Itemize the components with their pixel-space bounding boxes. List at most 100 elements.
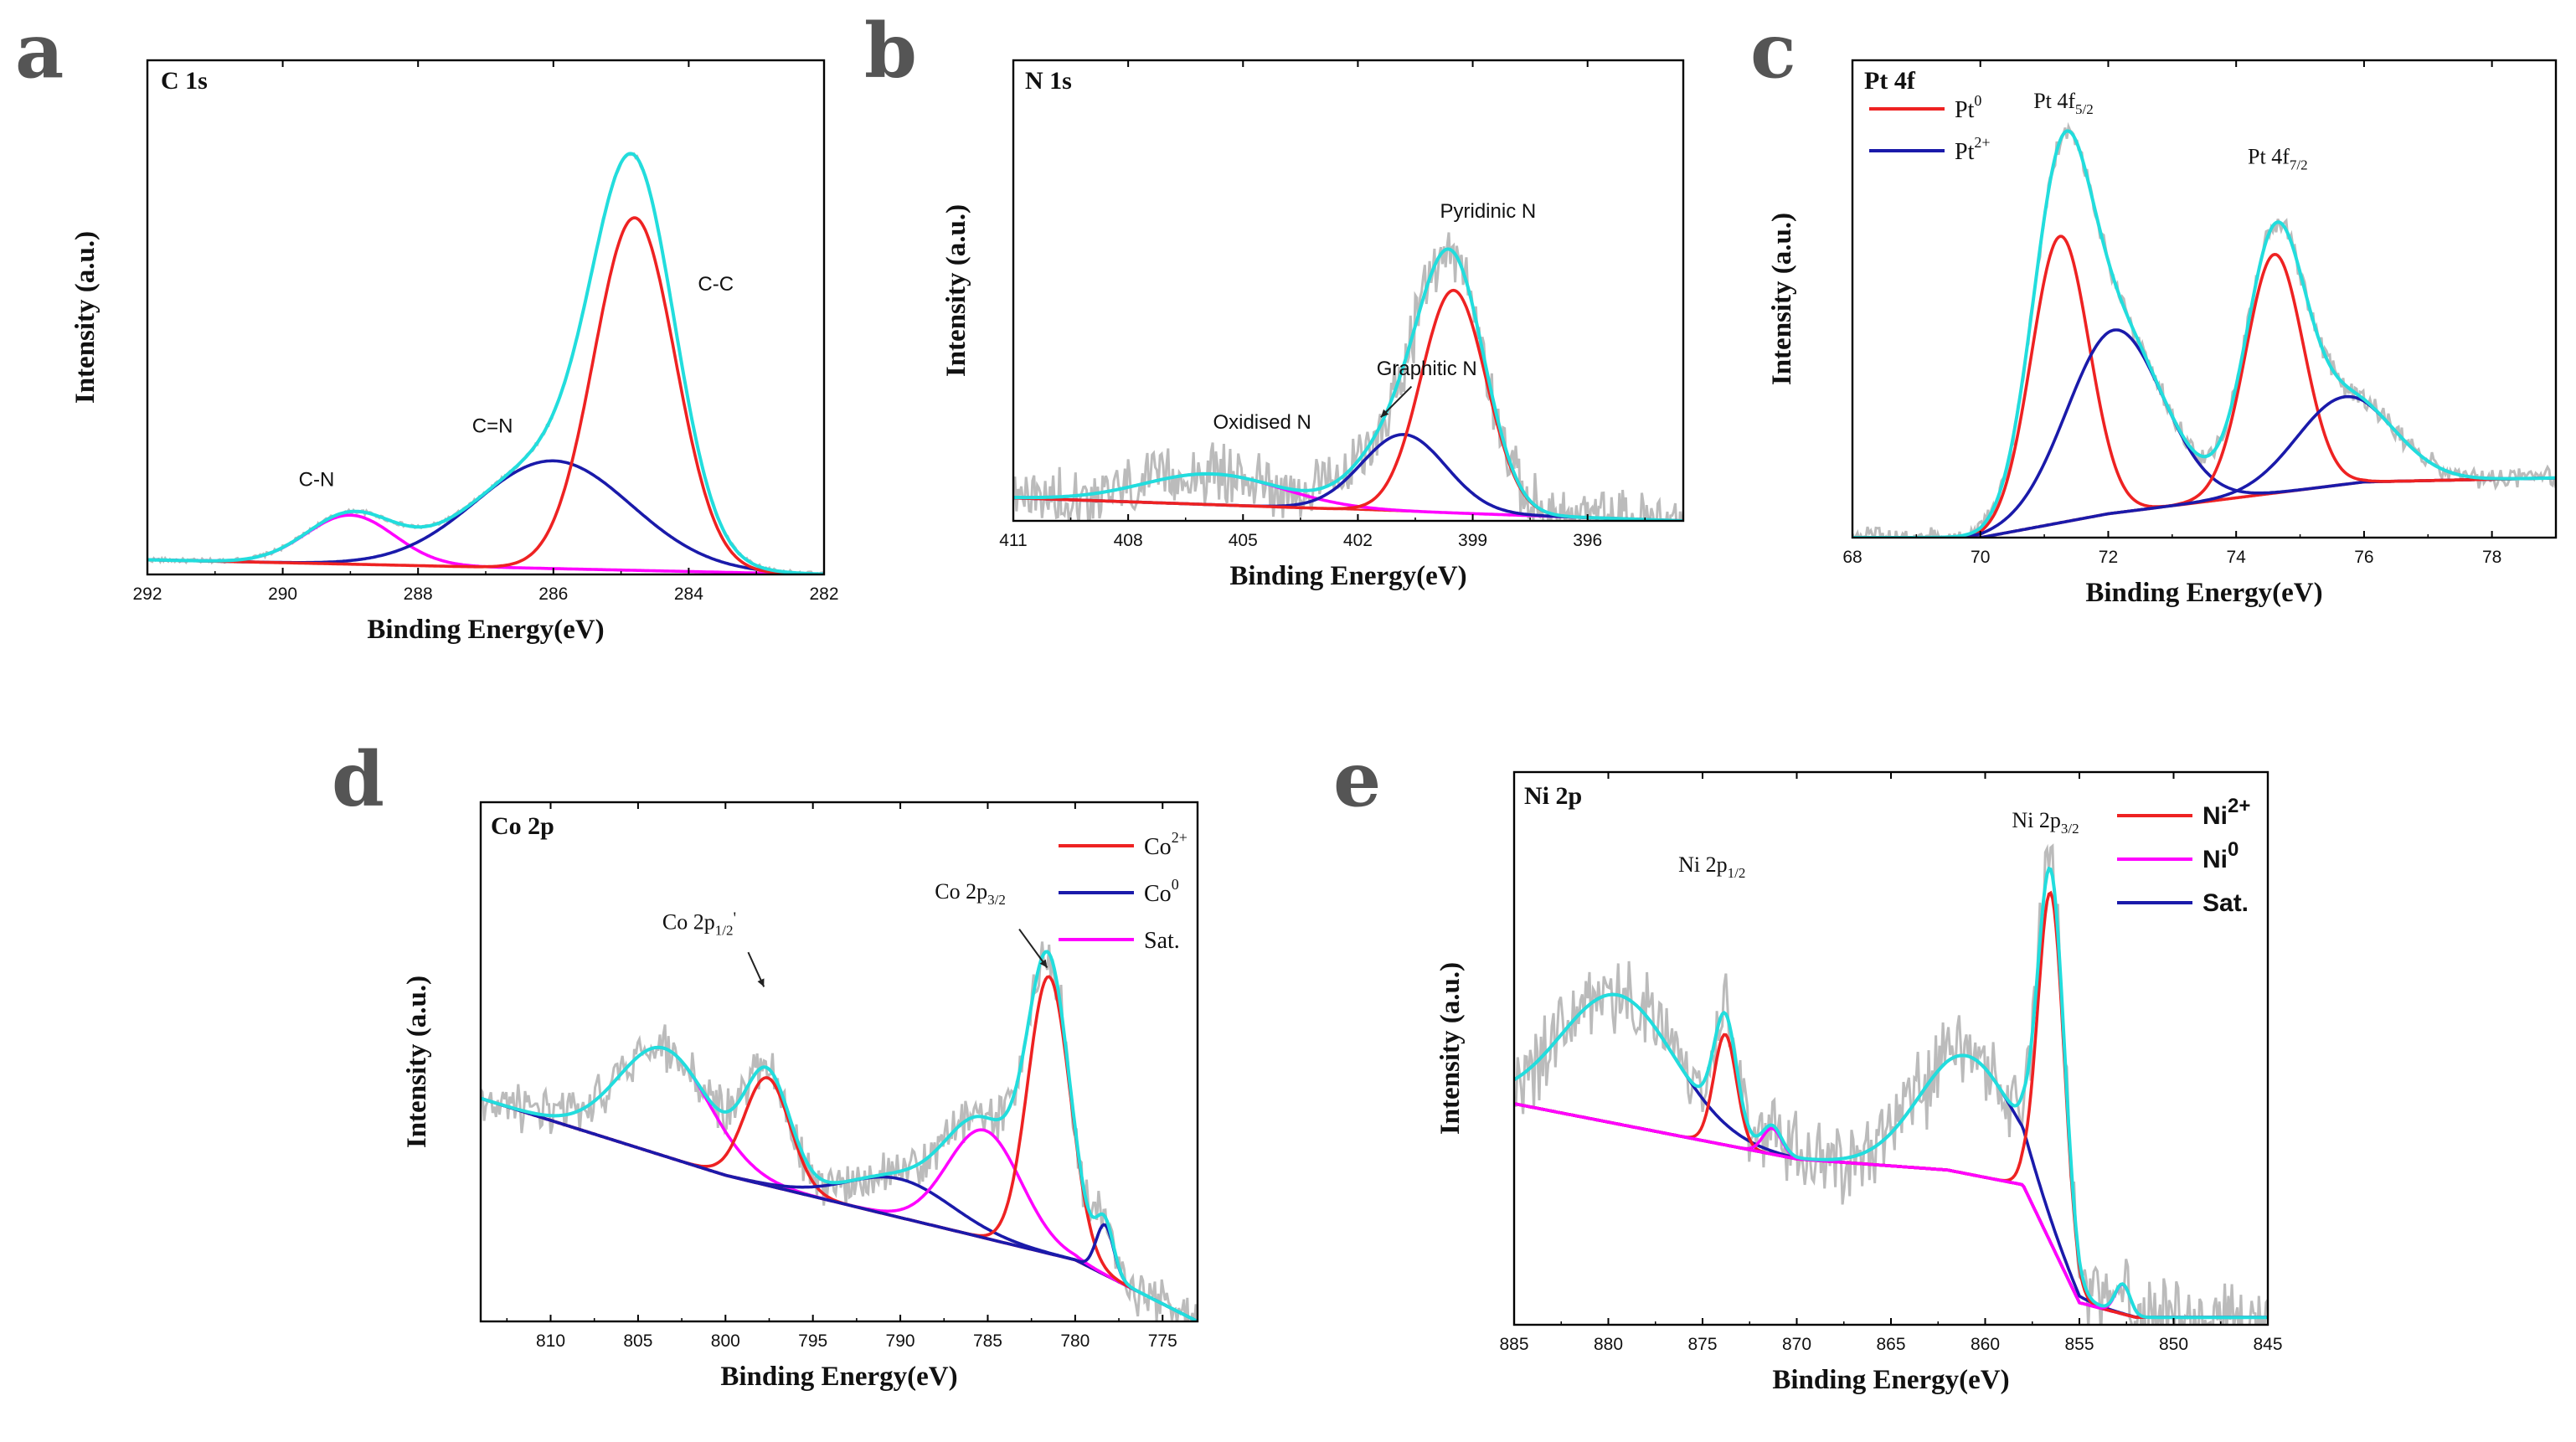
peak-annotation-sub: 3/2 <box>987 892 1006 908</box>
peak-annotation-suffix: ' <box>733 909 736 928</box>
component-pt2--series <box>1852 328 2556 538</box>
y-axis-label: Intensity (a.u.) <box>1767 213 1797 385</box>
x-tick-label: 850 <box>2159 1335 2188 1354</box>
legend-label-sup: 0 <box>1974 92 1981 109</box>
x-axis-label: Binding Energy(eV) <box>367 615 604 645</box>
legend-label: Pt2+ <box>1955 134 1991 165</box>
component-pt0-series <box>1852 252 2556 538</box>
envelope-series <box>1514 866 2268 1320</box>
legend-label-sup: 0 <box>1172 876 1179 893</box>
x-tick-label: 860 <box>1971 1335 2000 1354</box>
panel-title: N 1s <box>1025 67 1072 95</box>
x-tick-label: 288 <box>404 585 433 604</box>
panel-c-pt4f: c 68 70 72 74 76 78 Binding Energy(eV) Intensity… <box>1750 7 2558 608</box>
x-tick-label: 790 <box>886 1331 915 1351</box>
y-axis-label: Intensity (a.u.) <box>1435 962 1466 1135</box>
peak-annotation: Pt 4f7/2 <box>2248 145 2308 173</box>
x-tick-label: 880 <box>1594 1335 1623 1354</box>
legend-label-sup: 2+ <box>2228 795 2250 817</box>
peak-annotation: Ni 2p3/2 <box>2012 808 2079 837</box>
x-tick-label: 805 <box>623 1331 652 1351</box>
x-tick-label: 845 <box>2253 1335 2282 1354</box>
x-tick-label: 72 <box>2099 548 2118 567</box>
panel-e-ni2p: e 885 880 875 870 865 860 855 850 845 Binding Ener… <box>1333 735 2283 1395</box>
peak-annotation-sub: 3/2 <box>2061 821 2079 837</box>
x-tick-label: 885 <box>1499 1335 1528 1354</box>
peak-annotation: C-C <box>698 273 734 296</box>
curves-group <box>1514 843 2268 1325</box>
envelope-series <box>1852 129 2556 538</box>
x-tick-label: 795 <box>798 1331 827 1351</box>
x-tick-label: 408 <box>1114 531 1143 550</box>
panel-letter: e <box>1333 735 1381 824</box>
peak-annotation-sub: 5/2 <box>2075 101 2094 117</box>
x-tick-label: 405 <box>1229 531 1258 550</box>
curves-group <box>147 152 824 574</box>
x-tick-label: 292 <box>132 585 162 604</box>
x-tick-label: 870 <box>1782 1335 1811 1354</box>
plot-frame <box>479 801 1199 1323</box>
x-tick-label: 396 <box>1573 531 1602 550</box>
legend-label-sup: 2+ <box>1974 134 1990 151</box>
x-tick-label: 284 <box>674 585 703 604</box>
peak-annotation-sub: 7/2 <box>2290 157 2308 173</box>
peak-annotation: Co 2p1/2' <box>662 909 736 939</box>
x-tick-label: 785 <box>973 1331 1002 1351</box>
component-sat--series <box>1514 992 2268 1319</box>
raw-data-series <box>481 941 1198 1321</box>
x-tick-label: 290 <box>268 585 297 604</box>
x-tick-label: 855 <box>2064 1335 2094 1354</box>
component-co2--series <box>481 975 1198 1321</box>
legend-label: Ni2+ <box>2202 795 2250 830</box>
plot-frame <box>1012 59 1685 523</box>
plot-frame <box>1851 59 2558 539</box>
peak-annotation: Oxidised N <box>1213 411 1311 434</box>
peak-annotation: Ni 2p1/2 <box>1678 852 1745 881</box>
peak-annotation: C=N <box>472 415 513 437</box>
panel-letter: c <box>1750 7 1796 95</box>
plot-frame <box>1512 770 2269 1326</box>
x-tick-label: 411 <box>999 531 1027 550</box>
curves-group <box>1013 232 1683 521</box>
legend-label: Pt0 <box>1955 92 1981 123</box>
component-c-c-series <box>147 216 824 574</box>
annotation-arrow <box>1018 928 1048 969</box>
component-co0-series <box>481 1096 1198 1321</box>
envelope-series <box>481 950 1198 1321</box>
peak-annotation-sub: 1/2 <box>715 923 734 939</box>
x-tick-label: 78 <box>2482 548 2501 567</box>
legend-label: Co0 <box>1144 876 1179 907</box>
legend-label-sup: 0 <box>2228 838 2239 861</box>
panel-d-co2p: d 810 805 800 795 790 785 780 775 Binding Energy(… <box>332 735 1199 1392</box>
panel-title: Pt 4f <box>1864 67 1916 95</box>
baseline-series <box>1514 1102 2268 1319</box>
peak-annotation-sub: 1/2 <box>1728 865 1746 881</box>
legend-label: Co2+ <box>1144 829 1188 860</box>
annotation-arrowhead <box>757 978 765 987</box>
component-ni0-series <box>1514 1102 2268 1319</box>
peak-annotation: Pyridinic N <box>1440 200 1537 223</box>
envelope-series <box>1013 247 1683 521</box>
peak-annotation: Graphitic N <box>1377 358 1477 380</box>
panel-letter: b <box>864 7 917 95</box>
x-axis-label: Binding Energy(eV) <box>1229 561 1466 591</box>
x-tick-label: 800 <box>711 1331 740 1351</box>
panel-title: Ni 2p <box>1524 782 1582 810</box>
component-ni0-series <box>1514 1102 2268 1319</box>
component-ni2--series <box>1514 890 2268 1319</box>
x-tick-label: 74 <box>2227 548 2247 567</box>
legend-label: Sat. <box>1144 928 1180 954</box>
raw-data-series <box>1514 843 2268 1325</box>
x-axis-label: Binding Energy(eV) <box>720 1362 957 1392</box>
peak-annotation: Pt 4f5/2 <box>2033 89 2094 117</box>
peak-annotation: C-N <box>299 469 335 492</box>
annotation-arrowhead <box>1039 959 1048 968</box>
plot-frame <box>146 59 826 576</box>
y-axis-label: Intensity (a.u.) <box>70 231 100 404</box>
component-sat--series <box>1514 1053 2268 1319</box>
x-tick-label: 780 <box>1060 1331 1090 1351</box>
panel-title: C 1s <box>161 67 208 95</box>
x-axis-label: Binding Energy(eV) <box>2085 578 2322 608</box>
x-tick-label: 810 <box>536 1331 565 1351</box>
